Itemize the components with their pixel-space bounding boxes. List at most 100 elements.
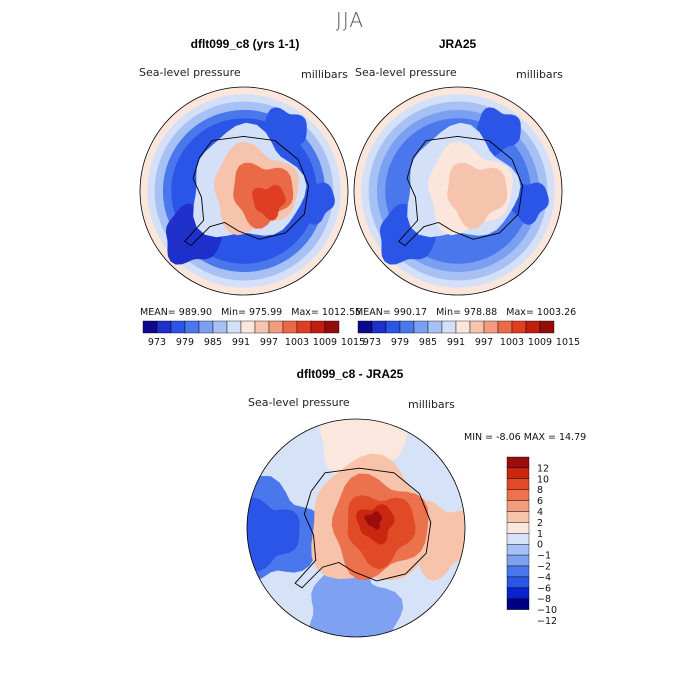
colorbar-swatch-12 (310, 320, 326, 334)
colorbar-tick-7: 1015 (556, 337, 580, 348)
colorbar-swatch-11 (506, 576, 530, 589)
panel3-map (246, 418, 466, 638)
antarctica-coastline (184, 135, 310, 247)
colorbar-swatch-9 (268, 320, 284, 334)
colorbar-tick-2: 8 (537, 485, 543, 496)
colorbar-tick-4: 997 (475, 337, 493, 348)
colorbar-swatch-5 (212, 320, 228, 334)
colorbar-swatch-0 (506, 456, 530, 469)
colorbar-swatch-7 (506, 533, 530, 545)
positive-max (364, 511, 383, 530)
low-north (476, 107, 521, 157)
negative-west-core (247, 497, 300, 572)
colorbar-swatch-8 (254, 320, 270, 334)
colorbar-swatch-2 (385, 320, 401, 334)
panel1-max-label: Max= (291, 307, 319, 318)
panel1-map (139, 86, 349, 296)
colorbar-tick-0: 973 (363, 337, 381, 348)
panel1-title: dflt099_c8 (yrs 1-1) (190, 37, 300, 51)
colorbar-tick-7: 0 (537, 540, 543, 551)
colorbar-tick-1: 10 (537, 474, 549, 485)
map-boundary (246, 418, 466, 638)
panel3-max-value: 14.79 (558, 432, 587, 443)
low-north (262, 107, 307, 157)
panel3-max-label: MAX = (523, 432, 556, 443)
pressure-field (140, 87, 348, 295)
panel2-min-label: Min= (436, 307, 461, 318)
negative-south (307, 551, 404, 637)
colorbar-tick-11: −6 (537, 583, 551, 594)
colorbar-swatch-12 (525, 320, 541, 334)
colorbar-swatch-10 (282, 320, 298, 334)
panel1-max-value: 1012.55 (321, 307, 362, 318)
colorbar-tick-0: 12 (537, 463, 549, 474)
colorbar-tick-2: 985 (204, 337, 222, 348)
pressure-field (354, 87, 562, 295)
colorbar-tick-10: −4 (537, 572, 551, 583)
map-boundary (139, 86, 349, 296)
colorbar-swatch-0 (357, 320, 373, 334)
colorbar-tick-12: −8 (537, 594, 551, 605)
colorbar-swatch-13 (539, 320, 555, 334)
colorbar-tick-5: 2 (537, 518, 543, 529)
panel2-min-value: 978.88 (463, 307, 498, 318)
plateau-core (252, 184, 286, 221)
colorbar-swatch-3 (184, 320, 200, 334)
colorbar-tick-1: 979 (391, 337, 409, 348)
colorbar-swatch-1 (156, 320, 172, 334)
colorbar-tick-5: 1003 (500, 337, 524, 348)
colorbar-swatch-9 (483, 320, 499, 334)
colorbar-swatch-6 (441, 320, 457, 334)
season-title: JJA (335, 8, 365, 32)
antarctica-coastline (398, 135, 524, 247)
panel1-mean-label: MEAN= (140, 307, 176, 318)
panel3-min-value: -8.06 (496, 432, 521, 443)
colorbar-swatch-13 (324, 320, 340, 334)
colorbar-swatch-8 (469, 320, 485, 334)
colorbar-tick-9: −2 (537, 562, 551, 573)
colorbar-tick-3: 991 (447, 337, 465, 348)
low-west (379, 203, 437, 265)
panel1-stats: MEAN= 989.90 Min= 975.99 Max= 1012.55 (140, 307, 361, 318)
panel2-mean-label: MEAN= (355, 307, 391, 318)
colorbar-swatch-5 (506, 511, 530, 523)
colorbar-swatch-3 (506, 489, 530, 501)
positive-north (318, 419, 410, 477)
panel2-title: JRA25 (438, 37, 477, 51)
panel1-min-label: Min= (221, 307, 246, 318)
colorbar-tick-1: 979 (176, 337, 194, 348)
colorbar-swatch-4 (506, 500, 530, 512)
colorbar-tick-6: 1009 (313, 337, 337, 348)
colorbar-swatch-4 (198, 320, 214, 334)
colorbar-swatch-7 (240, 320, 256, 334)
colorbar-swatch-12 (506, 587, 530, 599)
colorbar-tick-0: 973 (148, 337, 166, 348)
panel3-field-label: Sea-level pressure (248, 396, 350, 409)
colorbar-tick-5: 1003 (285, 337, 309, 348)
colorbar-tick-3: 6 (537, 496, 543, 507)
panel3-units: millibars (408, 398, 455, 411)
plateau-high (447, 162, 508, 229)
colorbar-tick-6: 1 (537, 529, 543, 540)
colorbar-swatch-6 (506, 522, 530, 534)
colorbar-tick-2: 985 (419, 337, 437, 348)
map-boundary (353, 86, 563, 296)
colorbar-swatch-3 (399, 320, 415, 334)
colorbar-swatch-9 (506, 554, 530, 567)
panel2-units: millibars (516, 68, 563, 81)
colorbar-swatch-11 (296, 320, 312, 334)
colorbar-swatch-0 (142, 320, 158, 334)
panel1-min-value: 975.99 (248, 307, 283, 318)
colorbar-swatch-8 (506, 543, 530, 556)
colorbar-swatch-2 (506, 478, 530, 490)
colorbar-tick-13: −10 (537, 605, 557, 616)
panel2-stats: MEAN= 990.17 Min= 978.88 Max= 1003.26 (355, 307, 576, 318)
panel1-mean-value: 989.90 (178, 307, 213, 318)
colorbar-tick-14: −12 (537, 616, 557, 627)
colorbar-swatch-13 (506, 598, 530, 610)
colorbar-swatch-1 (506, 467, 530, 479)
difference-field (247, 419, 465, 637)
colorbar-swatch-1 (371, 320, 387, 334)
colorbar-tick-3: 991 (232, 337, 250, 348)
